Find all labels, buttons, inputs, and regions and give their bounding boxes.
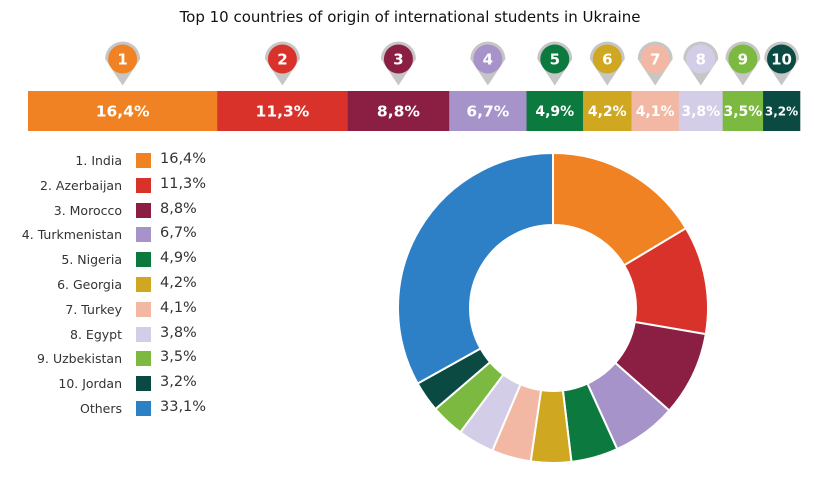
rank-number-7: 7 [650, 51, 660, 69]
legend-swatch [136, 376, 151, 392]
legend-value: 4,9% [160, 250, 197, 267]
bar-segment-8 [678, 91, 723, 131]
rank-number-1: 1 [117, 51, 127, 69]
legend-label: Others [79, 401, 122, 416]
chart-title: Top 10 countries of origin of internatio… [179, 8, 641, 26]
rank-number-9: 9 [738, 51, 748, 69]
legend-value: 4,1% [160, 299, 197, 316]
rank-pin-4: 4 [470, 41, 506, 86]
rank-number-6: 6 [602, 51, 612, 69]
bar-segment-1 [28, 91, 218, 131]
legend-value: 6,7% [160, 225, 197, 242]
bar-value-label-1: 16,4% [96, 103, 150, 121]
donut-chart [397, 151, 709, 464]
rank-number-8: 8 [696, 51, 706, 69]
rank-pin-9: 9 [725, 41, 761, 86]
legend-swatch [136, 227, 151, 243]
rank-number-10: 10 [771, 51, 792, 69]
legend-label: 2. Azerbaijan [40, 177, 122, 193]
bar-segment-4 [449, 91, 527, 131]
legend-swatch [136, 326, 151, 342]
bar-value-label-2: 11,3% [256, 103, 310, 121]
rank-number-3: 3 [393, 51, 403, 69]
rank-pin-5: 5 [537, 41, 573, 86]
legend-swatch [136, 351, 151, 367]
rank-pin-2: 2 [264, 41, 300, 86]
legend-item: 7. Turkey 4,1% [0, 299, 260, 323]
legend-item: 3. Morocco 8,8% [0, 200, 260, 224]
donut-slice-11 [397, 151, 554, 385]
legend-label: 5. Nigeria [61, 252, 122, 268]
legend-value: 16,4% [160, 151, 207, 167]
legend-value: 11,3% [160, 175, 207, 192]
legend-item: 5. Nigeria 4,9% [0, 249, 260, 273]
stacked-bar: 16,4% 1 11,3% 2 8,8% 3 6,7% 4 4,9% 5 4,2% 6 4,1% 7 3,8… [28, 41, 801, 131]
bar-value-label-4: 6,7% [466, 103, 509, 121]
legend-value: 3,5% [160, 349, 197, 366]
legend-value: 8,8% [160, 200, 197, 217]
legend-label: 3. Morocco [53, 202, 122, 218]
legend-item: 10. Jordan 3,2% [0, 373, 260, 397]
bar-segment-3 [347, 91, 450, 131]
legend-swatch [136, 252, 151, 268]
bar-segment-10 [763, 91, 801, 131]
bar-value-label-10: 3,2% [765, 104, 798, 118]
legend-label: 6. Georgia [57, 277, 122, 292]
legend-value: 3,2% [160, 374, 197, 391]
rank-pin-7: 7 [637, 41, 673, 86]
bar-value-label-7: 4,1% [636, 104, 675, 120]
legend-swatch [136, 202, 151, 218]
bar-value-label-5: 4,9% [535, 104, 574, 120]
legend-value: 3,8% [160, 324, 197, 341]
bar-segment-2 [217, 91, 348, 131]
bar-value-label-6: 4,2% [588, 104, 627, 120]
legend-label: 4. Turkmenistan [21, 227, 122, 243]
bar-value-label-8: 3,8% [681, 104, 720, 120]
legend-item: 9. Uzbekistan 3,5% [0, 348, 260, 372]
legend-swatch [136, 401, 151, 416]
legend-swatch [136, 301, 151, 317]
legend-swatch [136, 177, 151, 193]
legend-item: 4. Turkmenistan 6,7% [0, 224, 260, 248]
bar-segment-7 [631, 91, 680, 131]
rank-pin-10: 10 [764, 41, 800, 86]
bar-value-label-3: 8,8% [377, 103, 420, 121]
rank-number-2: 2 [277, 51, 287, 69]
legend-label: 8. Egypt [70, 326, 122, 342]
legend-value: 4,2% [160, 275, 197, 291]
legend-label: 10. Jordan [58, 376, 122, 392]
legend-item: 8. Egypt 3,8% [0, 324, 260, 348]
legend-swatch [136, 277, 151, 292]
legend-item: Others 33,1% [0, 398, 260, 422]
rank-number-4: 4 [483, 51, 493, 69]
bar-segment-5 [526, 91, 584, 131]
legend-label: 7. Turkey [65, 301, 122, 317]
rank-number-5: 5 [550, 51, 560, 69]
rank-pin-1: 1 [105, 41, 141, 86]
rank-pin-8: 8 [683, 41, 719, 86]
bar-segment-9 [722, 91, 764, 131]
rank-pin-6: 6 [589, 41, 625, 86]
rank-pin-3: 3 [380, 41, 416, 86]
legend-item: 1. India 16,4% [0, 150, 260, 174]
bar-value-label-9: 3,5% [723, 104, 762, 120]
legend-label: 9. Uzbekistan [37, 351, 122, 367]
legend-item: 2. Azerbaijan 11,3% [0, 175, 260, 199]
legend-item: 6. Georgia 4,2% [0, 274, 260, 298]
legend-value: 33,1% [160, 399, 207, 415]
legend-swatch [136, 153, 151, 168]
bar-segment-6 [583, 91, 632, 131]
legend-label: 1. India [75, 153, 122, 168]
